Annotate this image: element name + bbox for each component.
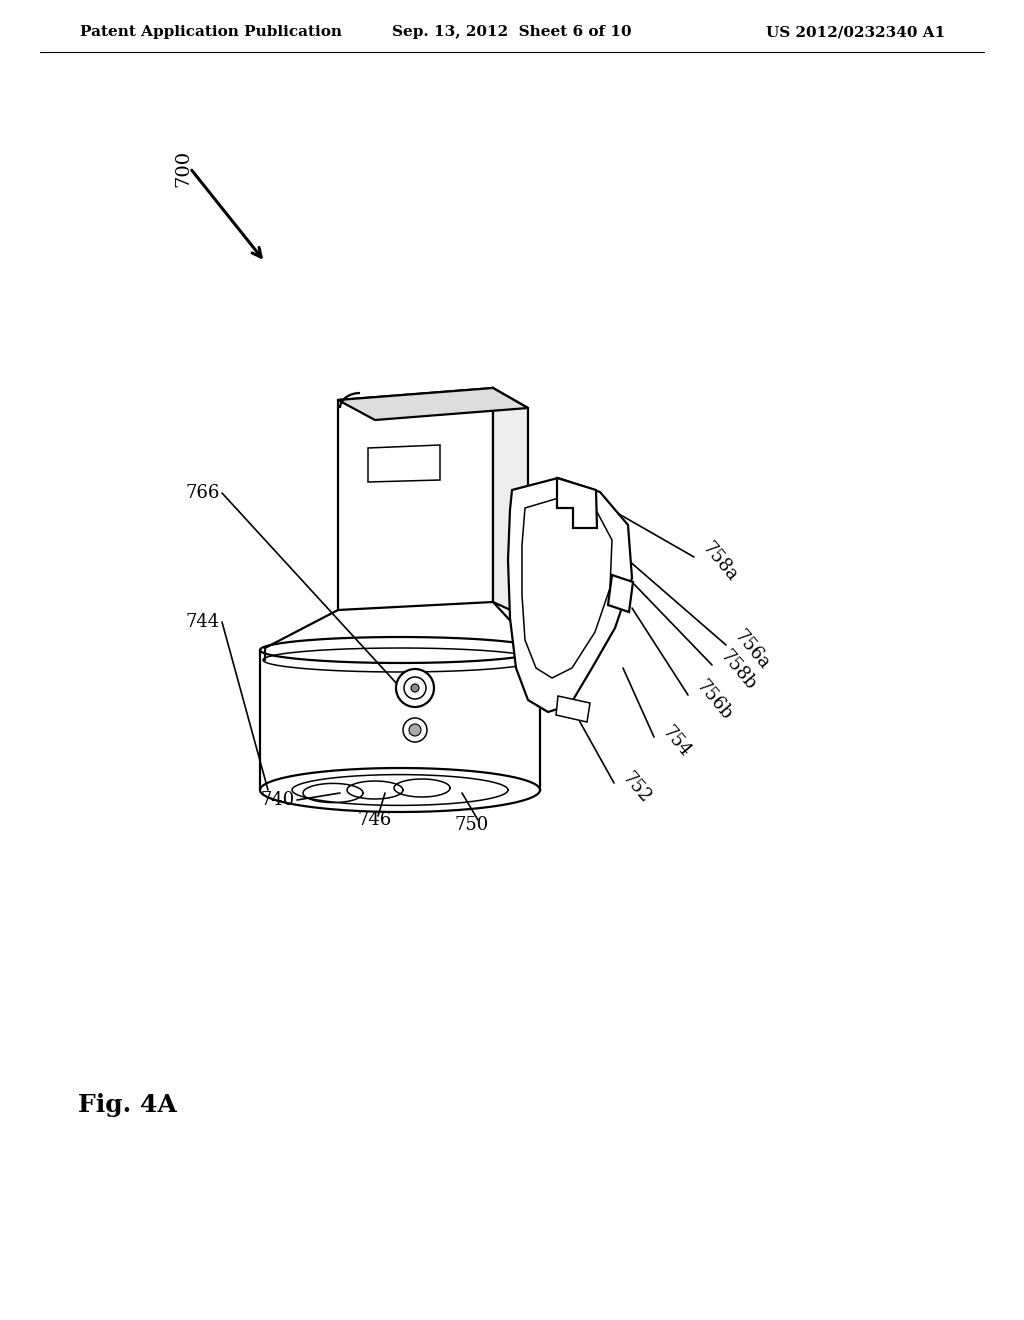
Text: 758b: 758b bbox=[716, 647, 759, 693]
Text: 740: 740 bbox=[261, 791, 295, 809]
Circle shape bbox=[403, 718, 427, 742]
Text: US 2012/0232340 A1: US 2012/0232340 A1 bbox=[766, 25, 945, 40]
Circle shape bbox=[396, 669, 434, 708]
Polygon shape bbox=[338, 388, 528, 420]
Text: Sep. 13, 2012  Sheet 6 of 10: Sep. 13, 2012 Sheet 6 of 10 bbox=[392, 25, 632, 40]
Text: 744: 744 bbox=[186, 612, 220, 631]
Circle shape bbox=[411, 684, 419, 692]
Polygon shape bbox=[368, 445, 440, 482]
Circle shape bbox=[404, 677, 426, 700]
Text: 754: 754 bbox=[658, 723, 693, 760]
Polygon shape bbox=[338, 388, 493, 610]
Circle shape bbox=[409, 723, 421, 737]
Text: 750: 750 bbox=[455, 816, 489, 834]
Polygon shape bbox=[508, 478, 632, 711]
Text: Patent Application Publication: Patent Application Publication bbox=[80, 25, 342, 40]
Text: 758a: 758a bbox=[698, 539, 740, 585]
Polygon shape bbox=[608, 576, 633, 612]
Text: 700: 700 bbox=[174, 149, 193, 186]
Text: 752: 752 bbox=[618, 770, 653, 807]
Text: 766: 766 bbox=[185, 484, 220, 502]
Text: 746: 746 bbox=[357, 810, 392, 829]
Text: 756b: 756b bbox=[692, 677, 735, 723]
Polygon shape bbox=[557, 478, 597, 528]
Polygon shape bbox=[493, 388, 528, 618]
Polygon shape bbox=[556, 696, 590, 722]
Text: 756a: 756a bbox=[730, 627, 773, 673]
Text: Fig. 4A: Fig. 4A bbox=[78, 1093, 177, 1117]
